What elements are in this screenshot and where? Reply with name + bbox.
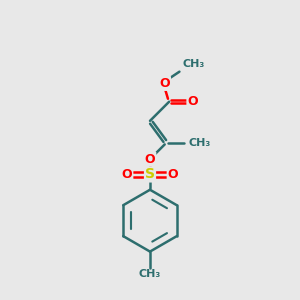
Text: CH₃: CH₃: [182, 59, 205, 69]
Text: CH₃: CH₃: [188, 138, 211, 148]
Text: O: O: [168, 168, 178, 181]
Text: S: S: [145, 167, 155, 182]
Text: O: O: [188, 95, 198, 108]
Text: O: O: [145, 153, 155, 166]
Text: O: O: [122, 168, 132, 181]
Text: CH₃: CH₃: [139, 269, 161, 279]
Text: O: O: [159, 77, 170, 90]
